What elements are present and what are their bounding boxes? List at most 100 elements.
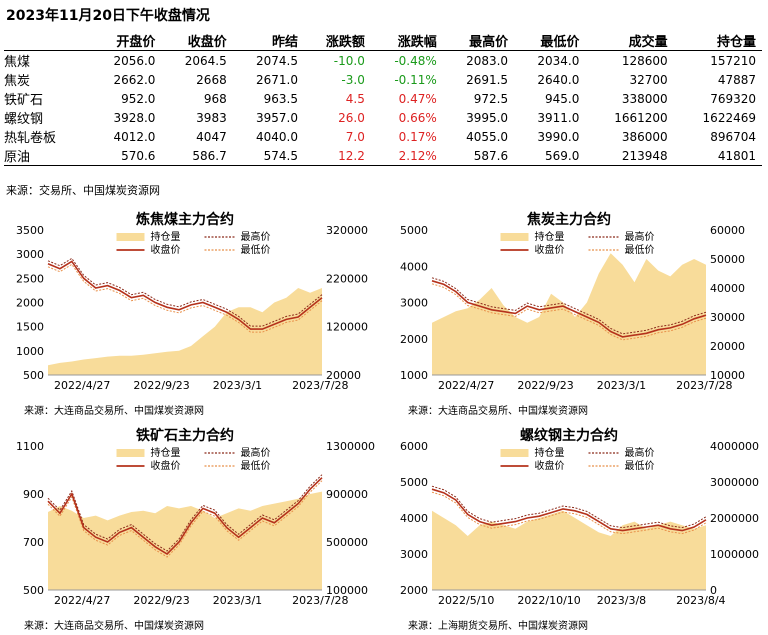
cell-pct: 0.17% [398, 129, 437, 144]
main-source-note: 来源：交易所、中国煤炭资源网 [6, 184, 160, 197]
cell-high: 3995.0 [466, 110, 509, 125]
x-tick-label: 2022/9/23 [517, 379, 573, 392]
x-tick-label: 2023/3/8 [597, 594, 646, 607]
header-col: 涨跌幅 [370, 30, 443, 51]
cell-low: 2034.0 [537, 53, 580, 68]
cell-vol: 32700 [629, 72, 668, 87]
cell-chg: 12.2 [304, 146, 371, 166]
right-tick-label: 20000 [710, 340, 745, 353]
cell-chg: 26.0 [338, 110, 365, 125]
right-tick-label: 100000 [326, 584, 368, 597]
chart-title: 铁矿石主力合约 [136, 427, 234, 444]
header-col: 成交量 [585, 30, 674, 51]
left-tick-label: 500 [23, 584, 44, 597]
right-tick-label: 0 [710, 584, 717, 597]
right-tick-label: 50000 [710, 253, 745, 266]
series-oi-area [432, 510, 706, 590]
x-tick-label: 2023/8/4 [676, 594, 725, 607]
cell-chg: -3.0 [341, 72, 365, 87]
cell-open: 4012.0 [113, 129, 156, 144]
right-tick-label: 2000000 [710, 512, 759, 525]
left-tick-label: 2500 [16, 272, 44, 285]
x-tick-label: 2022/4/27 [438, 379, 494, 392]
header-col: 开盘价 [90, 30, 162, 51]
cell-prev: 963.5 [263, 91, 298, 106]
header-col: 收盘价 [161, 30, 233, 51]
cell-oi: 896704 [710, 129, 756, 144]
right-tick-label: 320000 [326, 224, 368, 237]
header-col: 持仓量 [673, 30, 762, 51]
cell-chg: 4.5 [345, 91, 365, 106]
table-row: 铁矿石 952.0 968 963.5 4.5 0.47% 972.5 945.0 338000… [4, 89, 762, 109]
header-col: 涨跌额 [304, 30, 371, 51]
cell-oi: 769320 [710, 91, 756, 106]
x-tick-label: 2022/4/27 [54, 379, 110, 392]
cell-low: 2640.0 [537, 72, 580, 87]
chart-title: 焦炭主力合约 [526, 211, 611, 228]
cell-close: 2668 [196, 72, 227, 87]
left-tick-label: 1100 [16, 440, 44, 453]
right-tick-label: 4000000 [710, 440, 759, 453]
left-tick-label: 3000 [400, 548, 428, 561]
right-tick-label: 60000 [710, 224, 745, 237]
left-tick-label: 4000 [400, 260, 428, 273]
legend-oi-swatch [500, 233, 529, 241]
right-tick-label: 3000000 [710, 476, 759, 489]
left-tick-label: 2000 [400, 333, 428, 346]
series-high-line [47, 474, 323, 552]
cell-high: 587.6 [442, 146, 515, 166]
cell-vol: 213948 [585, 146, 674, 166]
legend-close-label: 收盘价 [535, 459, 565, 472]
cell-pct: 2.12% [370, 146, 443, 166]
cell-name: 焦炭 [4, 74, 31, 89]
table-header-row: 开盘价 收盘价 昨结 涨跌额 涨跌幅 最高价 最低价 成交量 持仓量 [4, 30, 762, 51]
cell-high: 972.5 [473, 91, 509, 106]
left-tick-label: 3000 [400, 297, 428, 310]
cell-open: 3928.0 [113, 110, 156, 125]
cell-low: 3990.0 [537, 129, 580, 144]
left-tick-label: 500 [23, 369, 44, 382]
left-tick-label: 5000 [400, 476, 428, 489]
x-tick-label: 2022/4/27 [54, 594, 110, 607]
series-high-line [431, 485, 707, 529]
cell-close: 586.7 [161, 146, 233, 166]
header-col: 最高价 [442, 30, 515, 51]
chart-iron-ore: 铁矿石主力合约 1100 900 700 500 1300000 900000 500000 1… [16, 427, 375, 632]
page-title: 2023年11月20日下午收盘情况 [6, 8, 210, 24]
chart-title: 炼焦煤主力合约 [136, 211, 234, 228]
chart-source-note: 来源：大连商品交易所、中国煤炭资源网 [24, 404, 204, 417]
series-high-line [431, 277, 707, 335]
x-tick-label: 2023/7/28 [676, 379, 732, 392]
chart-rebar: 螺纹钢主力合约 6000 5000 4000 3000 2000 4000000 300000… [400, 427, 759, 632]
cell-chg: 7.0 [345, 129, 365, 144]
chart-source-note: 来源：大连商品交易所、中国煤炭资源网 [24, 619, 204, 632]
cell-vol: 1661200 [614, 110, 668, 125]
right-tick-label: 1300000 [326, 440, 375, 453]
series-close-line [47, 477, 323, 556]
right-tick-label: 120000 [326, 321, 368, 334]
cell-pct: 0.47% [398, 91, 437, 106]
right-tick-label: 40000 [710, 282, 745, 295]
cell-pct: -0.11% [394, 72, 437, 87]
left-tick-label: 1000 [16, 345, 44, 358]
right-tick-label: 10000 [710, 369, 745, 382]
cell-name: 螺纹钢 [4, 112, 44, 127]
chart-source-note: 来源：上海期货交易所、中国煤炭资源网 [408, 619, 588, 632]
left-tick-label: 2000 [400, 584, 428, 597]
x-tick-label: 2022/10/10 [517, 594, 580, 607]
cell-oi: 41801 [673, 146, 762, 166]
legend-high-label: 最高价 [625, 230, 655, 243]
cell-oi: 157210 [710, 53, 756, 68]
series-oi-area [48, 288, 322, 375]
x-tick-label: 2023/7/28 [292, 379, 348, 392]
cell-open: 952.0 [121, 91, 156, 106]
cell-name: 原油 [4, 146, 91, 166]
market-summary-table: 开盘价 收盘价 昨结 涨跌额 涨跌幅 最高价 最低价 成交量 持仓量 焦煤 2056.0 2064.… [4, 30, 762, 166]
legend-oi-swatch [116, 233, 145, 241]
cell-low: 3911.0 [537, 110, 580, 125]
cell-low: 945.0 [545, 91, 580, 106]
legend-close-label: 收盘价 [151, 459, 181, 472]
series-low-line [47, 480, 323, 558]
right-tick-label: 900000 [326, 488, 368, 501]
cell-oi: 47887 [717, 72, 756, 87]
